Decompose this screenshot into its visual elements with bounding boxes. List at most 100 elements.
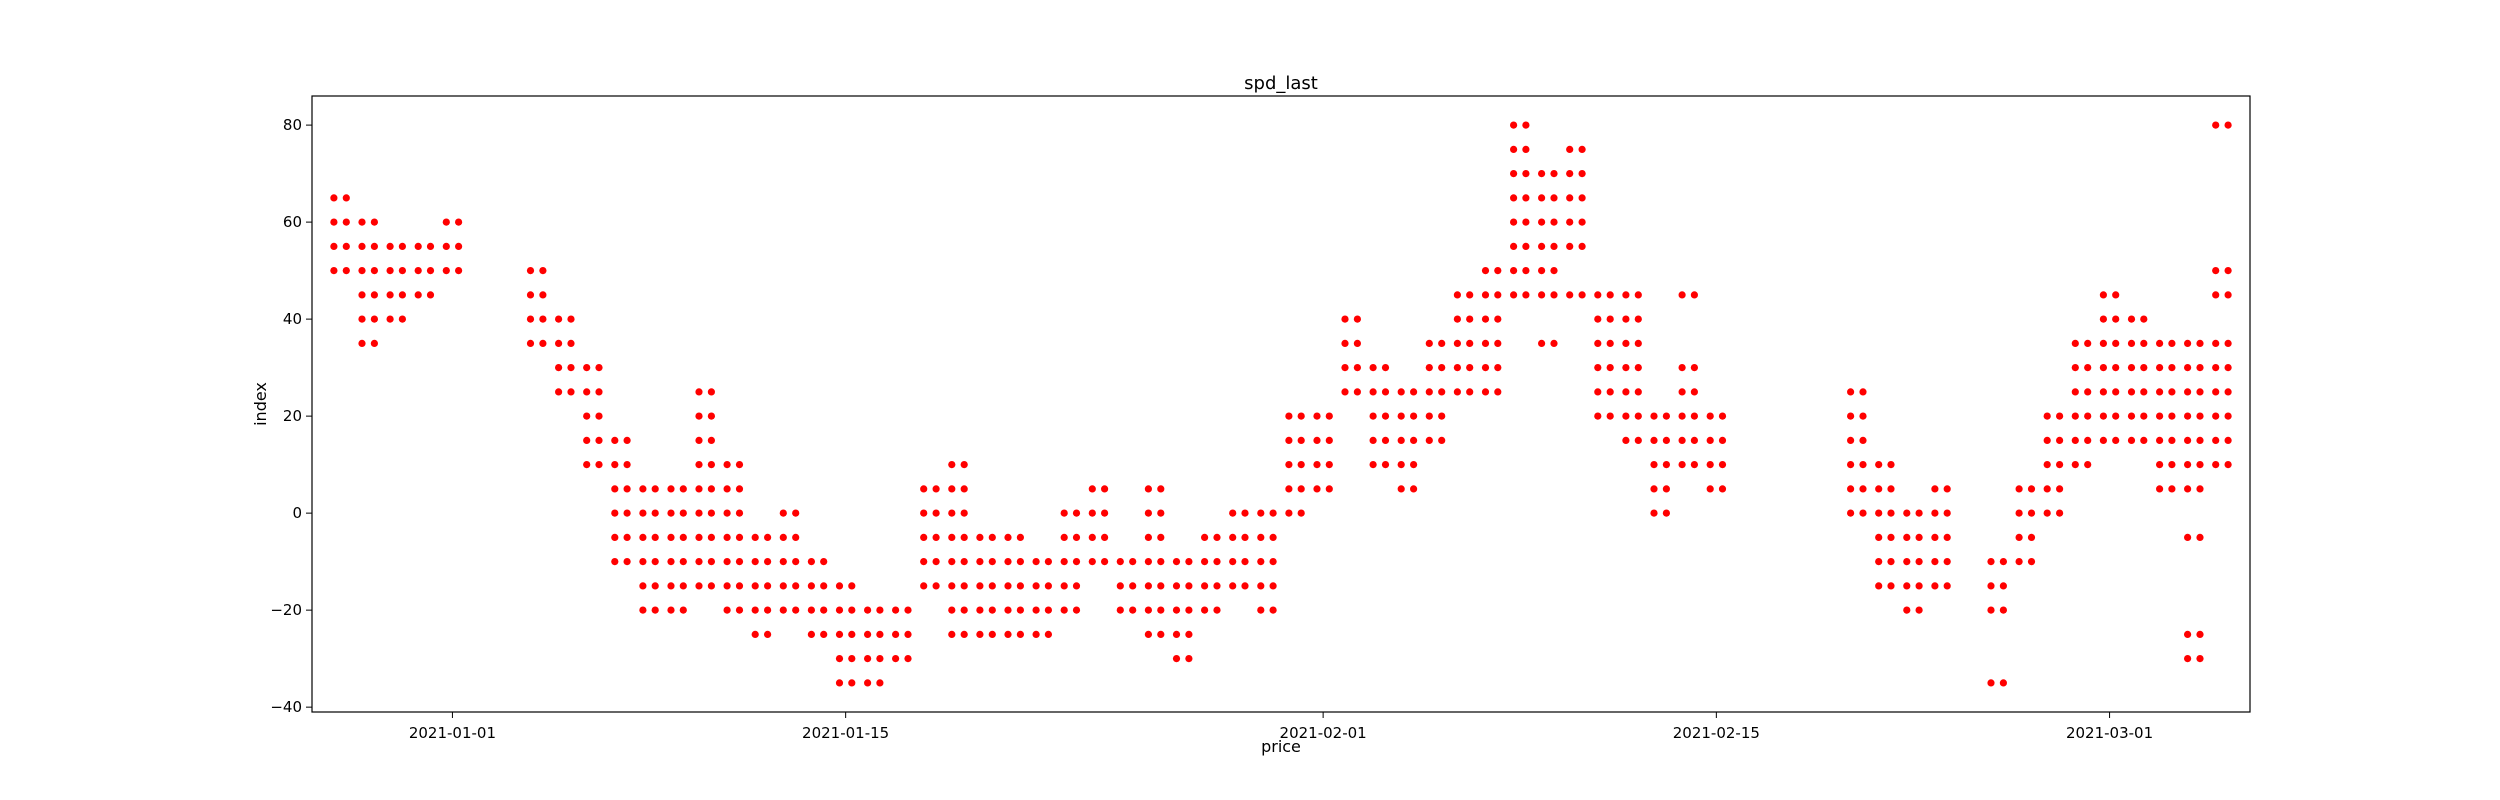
data-point xyxy=(1915,582,1923,590)
data-point xyxy=(1887,509,1895,517)
data-point xyxy=(2196,461,2204,469)
data-point xyxy=(639,582,647,590)
data-point xyxy=(1859,412,1867,420)
data-point xyxy=(370,339,378,347)
data-point xyxy=(1859,509,1867,517)
data-point xyxy=(1706,436,1714,444)
data-point xyxy=(1425,388,1433,396)
chart-title: spd_last xyxy=(1244,73,1318,94)
data-point xyxy=(651,485,659,493)
data-point xyxy=(2184,533,2192,542)
data-point xyxy=(1101,509,1109,517)
data-point xyxy=(848,606,856,614)
data-point xyxy=(1706,412,1714,420)
data-point xyxy=(751,582,759,590)
data-point xyxy=(623,461,631,469)
x-tick-label: 2021-02-15 xyxy=(1673,724,1760,742)
data-point xyxy=(792,558,800,566)
data-point xyxy=(2127,364,2136,372)
data-point xyxy=(1044,582,1052,590)
data-point xyxy=(1662,412,1670,420)
data-point xyxy=(1690,461,1698,469)
data-point xyxy=(1566,170,1574,178)
data-point xyxy=(1257,533,1265,542)
data-point xyxy=(1325,436,1333,444)
data-point xyxy=(1538,339,1546,347)
data-point xyxy=(539,315,547,323)
data-point xyxy=(976,533,984,542)
data-point xyxy=(1438,436,1446,444)
data-point xyxy=(2196,655,2204,663)
data-point xyxy=(1060,582,1068,590)
data-point xyxy=(1044,630,1052,639)
data-point xyxy=(820,582,828,590)
data-point xyxy=(1453,364,1461,372)
y-axis-label: index xyxy=(251,382,270,426)
data-point xyxy=(1522,121,1530,129)
data-point xyxy=(2084,339,2092,347)
data-point xyxy=(1213,582,1221,590)
data-point xyxy=(948,558,956,566)
data-point xyxy=(414,242,422,250)
data-point xyxy=(2112,436,2120,444)
data-point xyxy=(1229,558,1237,566)
data-point xyxy=(1397,461,1405,469)
data-point xyxy=(1410,436,1418,444)
data-point xyxy=(695,509,703,517)
data-point xyxy=(2196,412,2204,420)
data-point xyxy=(2212,267,2220,275)
data-point xyxy=(1369,364,1377,372)
y-tick-label: 80 xyxy=(283,116,302,134)
data-point xyxy=(779,582,787,590)
data-point xyxy=(1566,242,1574,250)
data-point xyxy=(1016,558,1024,566)
data-point xyxy=(1690,291,1698,299)
x-axis-ticks: 2021-01-01 2021-01-15 2021-02-01 2021-02-15… xyxy=(409,712,2153,742)
data-point xyxy=(667,582,675,590)
data-point xyxy=(370,218,378,226)
data-point xyxy=(2127,339,2136,347)
data-point xyxy=(2224,412,2232,420)
data-point xyxy=(2140,388,2148,396)
data-point xyxy=(1678,412,1686,420)
data-point xyxy=(792,582,800,590)
data-point xyxy=(1004,606,1012,614)
data-point xyxy=(1847,388,1855,396)
data-point xyxy=(1213,558,1221,566)
data-point xyxy=(1381,388,1390,396)
data-point xyxy=(876,606,884,614)
y-axis-ticks: −40 −20 0 20 40 60 80 xyxy=(270,116,312,716)
data-point xyxy=(835,630,844,639)
data-point xyxy=(695,388,703,396)
data-point xyxy=(2196,339,2204,347)
data-point xyxy=(1678,436,1686,444)
data-point xyxy=(398,291,406,299)
data-point xyxy=(1144,485,1152,493)
data-point xyxy=(2184,461,2192,469)
data-point xyxy=(1999,606,2007,614)
data-point xyxy=(583,388,591,396)
data-point xyxy=(1594,315,1602,323)
data-point xyxy=(1606,291,1614,299)
data-point xyxy=(1129,606,1137,614)
data-point xyxy=(707,558,716,566)
data-point xyxy=(679,606,687,614)
data-point xyxy=(1453,388,1461,396)
data-point xyxy=(2043,485,2051,493)
data-point xyxy=(695,533,703,542)
data-point xyxy=(807,582,816,590)
x-tick-label: 2021-02-01 xyxy=(1280,724,1367,742)
data-point xyxy=(442,218,450,226)
data-point xyxy=(1847,461,1855,469)
data-point xyxy=(1510,194,1518,202)
y-tick-label: 60 xyxy=(283,213,302,231)
data-point xyxy=(1650,436,1658,444)
data-point xyxy=(695,558,703,566)
data-point xyxy=(1887,558,1895,566)
data-point xyxy=(1522,291,1530,299)
data-point xyxy=(583,461,591,469)
data-point xyxy=(526,315,535,323)
data-point xyxy=(976,582,984,590)
data-point xyxy=(1172,655,1181,663)
